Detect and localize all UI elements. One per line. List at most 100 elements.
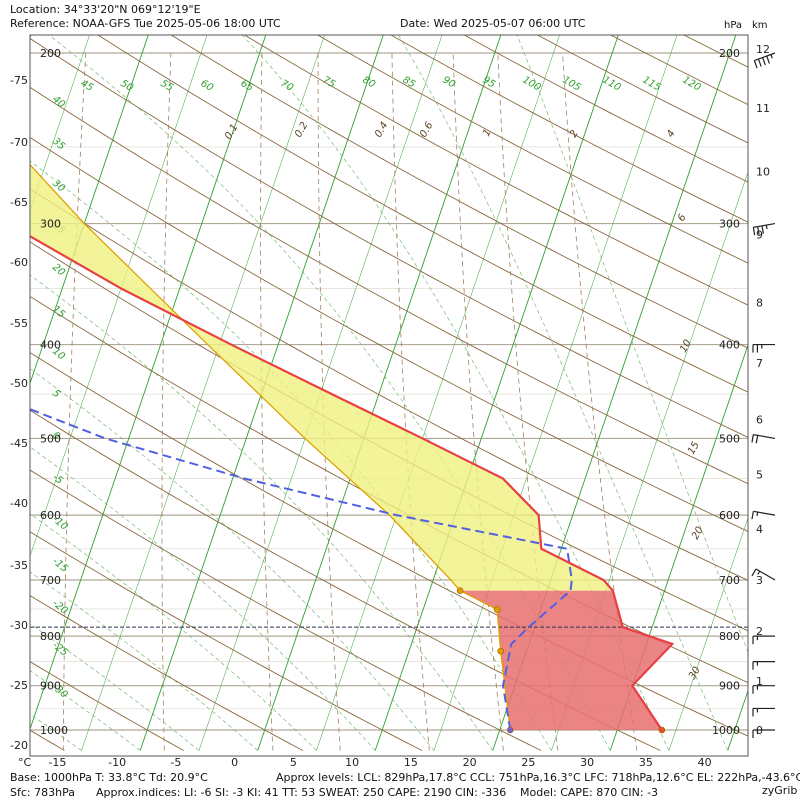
pressure-label-right: 600 (719, 509, 740, 522)
left-tick-label: -70 (10, 136, 28, 149)
model-info: Model: CAPE: 870 CIN: -3 (520, 786, 659, 799)
dry-adiabat-line (170, 35, 748, 349)
dewpoint-line (30, 408, 573, 731)
moist-adiabat-label: 40 (50, 94, 67, 111)
pressure-label-right: 300 (719, 218, 740, 231)
left-tick-label: -75 (10, 74, 28, 87)
pressure-label-right: 800 (719, 630, 740, 643)
plot-frame (29, 34, 749, 757)
moist-adiabat-label: 0 (50, 430, 62, 443)
wind-barb (752, 222, 776, 236)
km-tick-label: 7 (756, 357, 763, 370)
wind-barb (752, 343, 775, 353)
x-tick-label: -15 (48, 756, 66, 769)
left-tick-label: -40 (10, 497, 28, 510)
moist-adiabat-line (0, 93, 23, 750)
pressure-label-right: 200 (719, 47, 740, 60)
left-tick-label: -35 (10, 559, 28, 572)
dry-adiabat-label: 105 (561, 75, 583, 94)
temperature-line (30, 234, 675, 731)
dry-adiabat-label: 110 (601, 75, 623, 94)
wind-barb (752, 729, 775, 738)
mixing-ratio-label: 30 (687, 665, 703, 682)
dry-adiabat-label: 65 (239, 78, 256, 94)
lcl-marker (497, 647, 504, 655)
mixing-ratio-line (260, 52, 274, 751)
moist-adiabat-line (398, 35, 729, 751)
pressure-label-left: 500 (40, 432, 61, 445)
isotherm-line (30, 35, 208, 557)
valid-date-label: Date: Wed 2025-05-07 06:00 UTC (400, 17, 586, 30)
moist-adiabat-line (30, 571, 258, 751)
km-tick-label: 9 (756, 229, 763, 242)
wind-barb (751, 568, 776, 581)
wind-barb (751, 434, 776, 444)
isotherm-line (433, 35, 678, 751)
ccl-marker (493, 606, 501, 613)
x-tick-label: 10 (345, 756, 359, 769)
x-unit-label: °C (18, 756, 32, 769)
dry-adiabat-line (97, 35, 748, 393)
isotherm-line (257, 35, 502, 751)
mixing-ratio-line (0, 53, 27, 751)
mixing-ratio-line (452, 52, 504, 751)
left-tick-label: -30 (10, 619, 28, 632)
moist-adiabat-label: 5 (50, 388, 62, 401)
dry-adiabat-line (243, 35, 748, 306)
approx-levels-info: Approx levels: LCL: 829hPa,17.8°C CCL: 7… (276, 771, 800, 784)
pressure-label-left: 600 (40, 509, 61, 522)
left-tick-label: -45 (10, 437, 28, 450)
wind-barb (752, 707, 775, 717)
isotherm-line (668, 517, 748, 751)
mixing-ratio-label: 15 (686, 440, 702, 457)
dry-adiabat-line (30, 595, 304, 751)
dry-adiabat-line (30, 37, 748, 438)
mixing-ratio-line (317, 52, 341, 751)
pressure-label-right: 900 (719, 680, 740, 693)
left-tick-label: -55 (10, 317, 28, 330)
x-tick-label: 0 (231, 756, 238, 769)
dry-adiabat-line (30, 136, 748, 532)
km-unit-label: km (752, 20, 768, 31)
km-tick-label: 10 (756, 165, 770, 178)
x-tick-label: 25 (521, 756, 535, 769)
dry-adiabat-label: 55 (159, 78, 176, 94)
pressure-label-left: 300 (40, 218, 61, 231)
moist-adiabat-label: 35 (50, 136, 67, 153)
km-tick-label: 2 (756, 625, 763, 638)
dry-adiabat-label: 70 (279, 78, 296, 94)
mixing-ratio-line (161, 52, 172, 751)
sfc-t-marker (658, 726, 666, 734)
surface-pressure-info: Sfc: 783hPa (10, 786, 75, 799)
pressure-label-left: 800 (40, 630, 61, 643)
pressure-label-left: 1000 (40, 724, 68, 737)
pressure-label-left: 700 (40, 574, 61, 587)
left-tick-label: -20 (10, 739, 28, 752)
mixing-ratio-label: 6 (676, 212, 689, 223)
dry-adiabat-label: 90 (441, 75, 458, 91)
moist-adiabat-label: 20 (50, 262, 67, 279)
mixing-ratio-label: 10 (678, 338, 694, 355)
x-tick-label: 5 (290, 756, 297, 769)
wind-barb (751, 510, 776, 520)
km-tick-label: 3 (756, 574, 763, 587)
cape-area (30, 164, 613, 591)
pressure-label-right: 1000 (712, 724, 740, 737)
base-info: Base: 1000hPa T: 33.8°C Td: 20.9°C (10, 771, 208, 784)
brand-label: zyGrib (762, 784, 798, 797)
pressure-label-right: 700 (719, 574, 740, 587)
km-tick-label: 8 (756, 297, 763, 310)
mixing-ratio-label: 0.6 (418, 120, 435, 139)
left-tick-label: -60 (10, 256, 28, 269)
mixing-ratio-label: 0.1 (223, 122, 240, 141)
x-tick-label: 15 (404, 756, 418, 769)
pressure-label-left: 200 (40, 47, 61, 60)
isotherm-line (30, 35, 90, 212)
moist-adiabat-line (30, 713, 82, 751)
x-tick-label: 35 (639, 756, 653, 769)
mixing-ratio-label: 2 (568, 128, 581, 139)
wind-barb (752, 685, 775, 694)
x-tick-label: -10 (108, 756, 126, 769)
mixing-ratio-label: 0.2 (293, 120, 310, 139)
